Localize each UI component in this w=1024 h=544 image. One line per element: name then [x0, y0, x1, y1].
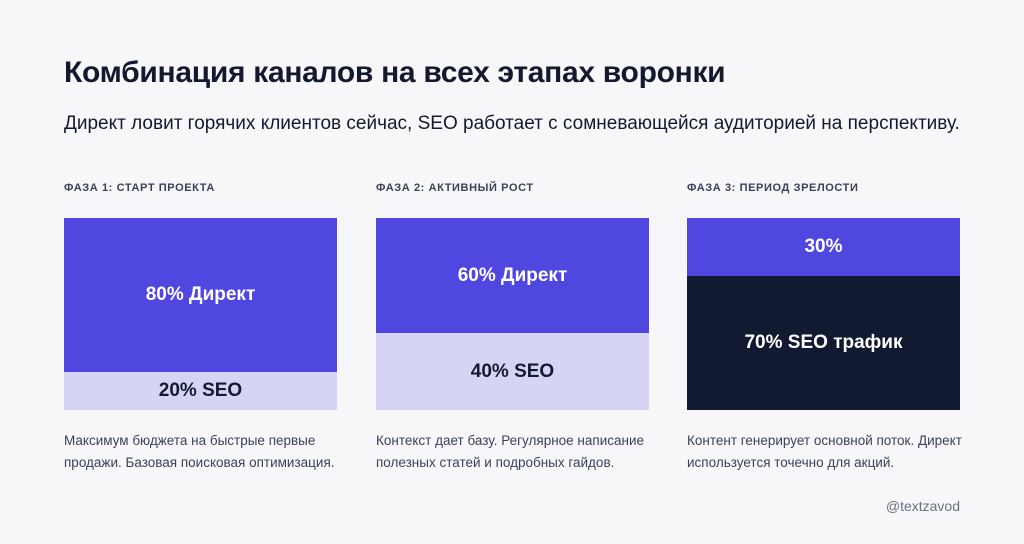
phase-2-direct-segment: 60% Директ [376, 218, 649, 334]
phase-3-column: ФАЗА 3: ПЕРИОД ЗРЕЛОСТИ 30% 70% SEO траф… [687, 182, 962, 470]
phase-1-label: ФАЗА 1: СТАРТ ПРОЕКТА [64, 182, 215, 194]
phase-1-bar: 80% Директ 20% SEO [64, 218, 337, 410]
phase-2-column: ФАЗА 2: АКТИВНЫЙ РОСТ 60% Директ 40% SEO… [376, 182, 649, 470]
phase-1-description: Максимум бюджета на быстрые первые прода… [64, 433, 335, 470]
phase-1-column: ФАЗА 1: СТАРТ ПРОЕКТА 80% Директ 20% SEO… [64, 182, 337, 470]
phase-3-direct-segment: 30% [687, 218, 960, 276]
phase-3-bar: 30% 70% SEO трафик [687, 218, 960, 410]
phase-3-label: ФАЗА 3: ПЕРИОД ЗРЕЛОСТИ [687, 182, 859, 194]
phase-2-description: Контекст дает базу. Регулярное написание… [376, 433, 644, 470]
phase-2-bar: 60% Директ 40% SEO [376, 218, 649, 410]
page-subtitle: Директ ловит горячих клиентов сейчас, SE… [64, 113, 960, 134]
phase-2-seo-segment: 40% SEO [376, 333, 649, 410]
phase-1-direct-segment: 80% Директ [64, 218, 337, 372]
phase-2-label: ФАЗА 2: АКТИВНЫЙ РОСТ [376, 182, 534, 194]
watermark: @textzavod [885, 498, 960, 514]
phase-3-seo-segment: 70% SEO трафик [687, 275, 960, 410]
phase-3-description: Контент генерирует основной поток. Дирек… [687, 433, 962, 470]
phase-1-seo-segment: 20% SEO [64, 371, 337, 410]
page-title: Комбинация каналов на всех этапах воронк… [64, 56, 726, 89]
